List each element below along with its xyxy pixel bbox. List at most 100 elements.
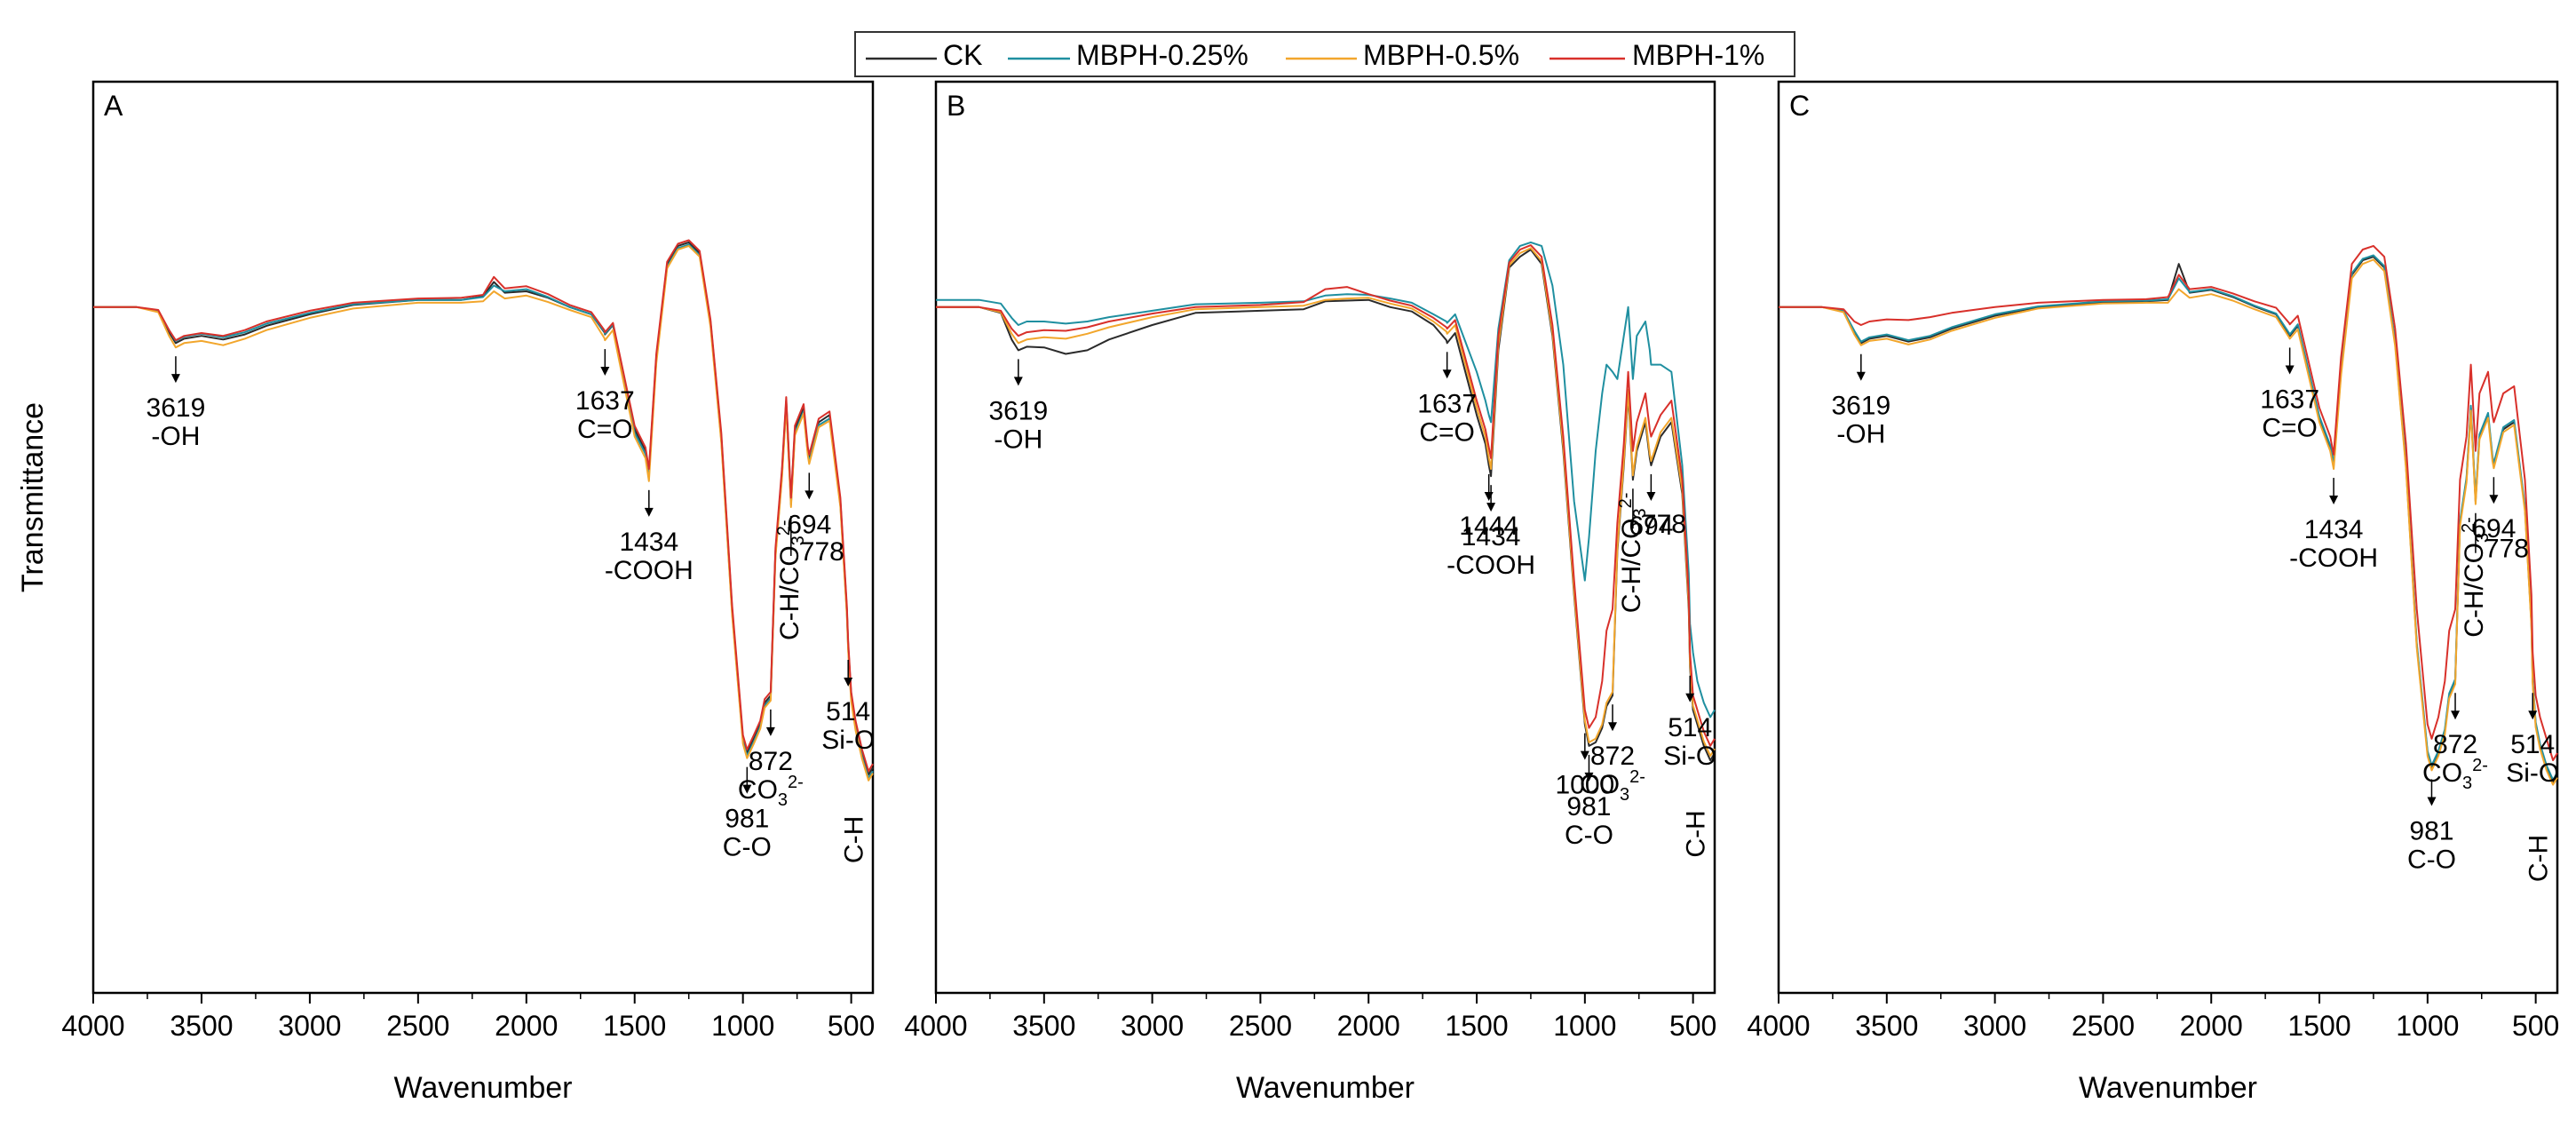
peak-arrowhead (1685, 693, 1695, 702)
peak-label-text: C-H (839, 816, 868, 863)
peak-arrowhead (2427, 797, 2437, 806)
peak-group-text: C=O (2262, 413, 2318, 442)
peak-number: 778 (800, 537, 844, 567)
x-tick-label: 3500 (1012, 1010, 1075, 1042)
x-tick-label: 1000 (1553, 1010, 1616, 1042)
x-tick-label: 4000 (61, 1010, 124, 1042)
x-tick-label: 3000 (1121, 1010, 1184, 1042)
peak-number: 3619 (1831, 392, 1890, 421)
peak-group: C=O (2262, 413, 2318, 442)
peak-number: 1434 (619, 528, 678, 557)
peak-arrowhead (765, 726, 775, 736)
peak-arrowhead (644, 507, 654, 517)
peak-label: C-H/CO32- (774, 520, 808, 640)
peak-group-text: -COOH (605, 556, 694, 585)
peak-group-text: -COOH (1447, 551, 1535, 580)
legend-label-ck: CK (943, 39, 982, 71)
peak-number: 3619 (147, 393, 206, 423)
peak-number: 981 (2409, 816, 2453, 845)
peak-arrowhead (1484, 492, 1494, 501)
peak-annotation: 1000 (1555, 733, 1614, 800)
peak-arrowhead (2285, 365, 2295, 375)
peak-label-text: C-H/CO (2460, 543, 2489, 638)
peak-label-sub: 3 (789, 536, 808, 545)
peak-number: 694 (2471, 514, 2516, 544)
series-line-mbph-0-5- (93, 244, 874, 782)
peak-arrowhead (805, 490, 814, 500)
peak-group-sub: 3 (778, 790, 788, 810)
x-tick-label: 2000 (1337, 1010, 1400, 1042)
peak-arrowhead (2451, 710, 2461, 720)
series-line-mbph-0-25- (936, 241, 1716, 718)
peak-group: -OH (1836, 420, 1885, 449)
panel-label: B (947, 90, 965, 122)
peak-number: 694 (1629, 512, 1673, 541)
peak-label-sup: 2- (1616, 493, 1636, 509)
peak-number: 1637 (1417, 389, 1477, 418)
peak-number: 1434 (2304, 515, 2364, 544)
peak-arrowhead (1608, 722, 1618, 732)
x-tick-label: 1000 (2396, 1010, 2459, 1042)
series-line-ck (93, 241, 874, 776)
peak-group: -OH (151, 422, 200, 451)
legend: CK MBPH-0.25% MBPH-0.5% MBPH-1% (854, 31, 1795, 77)
peak-group: C=O (577, 415, 633, 444)
peak-group-text: -OH (994, 425, 1042, 454)
peak-annotation: C-H (839, 816, 868, 863)
peak-label-text: C-H (2524, 835, 2554, 882)
x-tick-label: 2500 (1229, 1010, 1292, 1042)
peak-group: Si-O (1663, 742, 1716, 771)
peak-annotation: 1434-COOH (1447, 485, 1535, 580)
peak-number: 872 (2433, 730, 2477, 759)
peak-group: C-O (1565, 821, 1613, 850)
series-line-mbph-1- (936, 244, 1716, 747)
x-tick-label: 2500 (2072, 1010, 2135, 1042)
peak-label-sup: 2- (2459, 517, 2478, 533)
peak-group: C=O (1419, 417, 1475, 447)
peak-group: -COOH (2289, 544, 2378, 573)
peak-number: 981 (1566, 792, 1611, 821)
peak-group-sub: 3 (1620, 785, 1629, 805)
peak-annotation: C-H/CO32-778 (1616, 488, 1686, 613)
x-tick-label: 4000 (1747, 1010, 1810, 1042)
x-tick-label: 3000 (278, 1010, 341, 1042)
peak-arrowhead (170, 374, 180, 384)
panel-c: C 4000 3500 3000 2500 2000 1500 1000 500 Wavenumb… (1747, 80, 2559, 1105)
peak-group: -COOH (605, 556, 694, 585)
x-tick-label: 500 (1669, 1010, 1716, 1042)
peak-label: C-H (839, 816, 868, 863)
peak-arrowhead (600, 367, 610, 377)
peak-annotation: C-H/CO32-778 (2459, 512, 2529, 638)
legend-box (854, 31, 1795, 77)
peak-label: C-H/CO32- (1616, 493, 1650, 614)
series-line-mbph-1- (1779, 244, 2558, 762)
x-tick-label: 500 (2512, 1010, 2559, 1042)
peak-group: CO32- (1580, 767, 1645, 805)
peak-annotation: C-H (1682, 810, 1711, 857)
peak-number: 1637 (575, 386, 635, 416)
x-tick-label: 3000 (1963, 1010, 2026, 1042)
peak-number: 981 (725, 805, 769, 834)
x-tick-label: 2000 (495, 1010, 558, 1042)
x-tick-label: 1500 (2287, 1010, 2350, 1042)
peak-label-text: C-H/CO (775, 545, 805, 640)
peak-label: C-H (1682, 810, 1711, 857)
peak-group: Si-O (821, 726, 875, 755)
x-tick-label: 2500 (386, 1010, 449, 1042)
peak-group-text: -OH (151, 422, 200, 451)
peak-group-text: C-O (1565, 821, 1613, 850)
peak-number: 778 (2485, 535, 2529, 564)
plot-frame (91, 80, 875, 995)
peak-arrowhead (742, 784, 752, 794)
legend-label-mbph-1: MBPH-1% (1632, 39, 1764, 71)
series-line-mbph-0-25- (1779, 254, 2558, 781)
peak-annotation: 694 (1629, 474, 1673, 541)
peak-number: 514 (826, 697, 870, 726)
